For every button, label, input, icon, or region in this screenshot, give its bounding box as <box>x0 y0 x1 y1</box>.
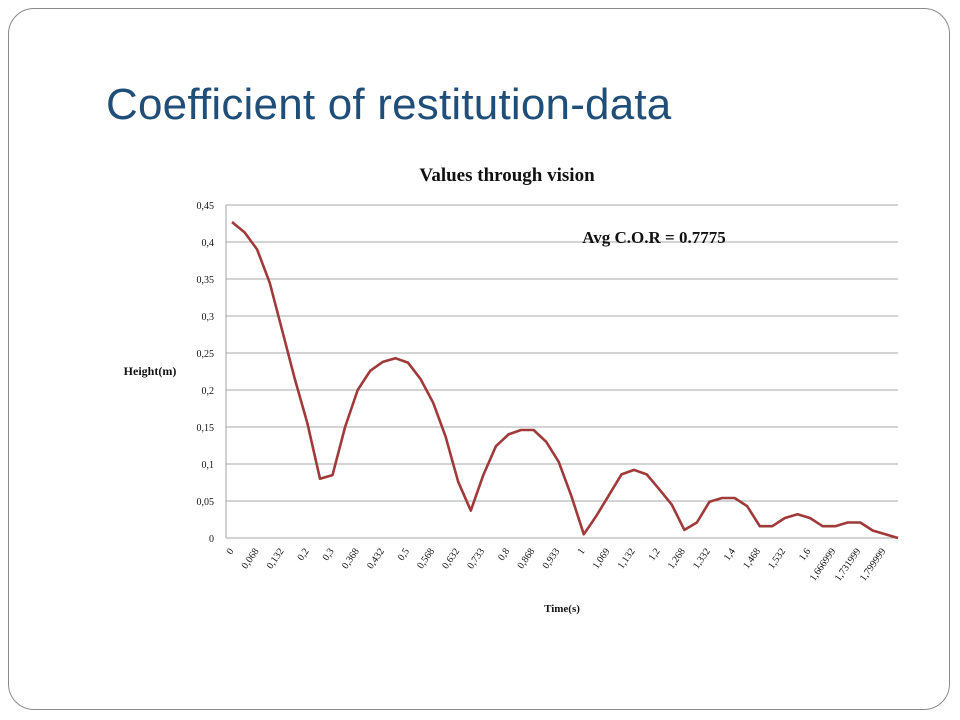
chart-gridlines <box>225 204 898 539</box>
x-tick-label: 1,532 <box>766 546 788 571</box>
y-tick-label: 0,35 <box>197 275 215 286</box>
x-tick-label: 1,799999 <box>858 546 889 583</box>
x-tick-label: 1,6 <box>797 546 813 563</box>
x-tick-label: 0,432 <box>365 546 387 571</box>
x-tick-label: 1,468 <box>741 546 763 571</box>
y-tick-label: 0,1 <box>202 460 215 471</box>
y-tick-label: 0,45 <box>197 201 215 212</box>
x-tick-label: 1,132 <box>616 546 638 571</box>
x-tick-label: 1,4 <box>722 546 738 563</box>
y-tick-label: 0,15 <box>197 423 215 434</box>
x-tick-label: 0,568 <box>415 546 437 571</box>
x-tick-label: 0,132 <box>265 546 287 571</box>
x-tick-label: 1 <box>576 546 588 556</box>
x-tick-label: 0,868 <box>515 546 537 571</box>
chart-title: Values through vision <box>419 165 595 186</box>
y-axis-label: Height(m) <box>124 364 177 378</box>
y-tick-label: 0,3 <box>202 312 215 323</box>
x-tick-label: 0,8 <box>496 546 512 563</box>
x-tick-label: 0,068 <box>240 546 262 571</box>
series-layer <box>231 220 899 540</box>
x-tick-label: 0,5 <box>396 546 412 563</box>
x-tick-label: 1,332 <box>691 546 713 571</box>
x-tick-label: 0,632 <box>440 546 462 571</box>
y-tick-label: 0 <box>209 534 214 545</box>
y-tick-label: 0,4 <box>202 238 215 249</box>
chart-annotation: Avg C.O.R = 0.7775 <box>582 228 725 247</box>
slide-title: Coefficient of restitution-data <box>106 80 672 129</box>
x-tick-label: 0,2 <box>295 546 311 563</box>
x-tick-label: 1,069 <box>591 546 613 571</box>
y-axis-ticks: 0 0,05 0,1 0,15 0,2 0,25 0,3 0,35 0,4 0,45 <box>197 201 215 545</box>
series-line <box>231 220 899 540</box>
x-axis-label: Time(s) <box>544 603 580 615</box>
x-tick-label: 0,3 <box>321 546 337 563</box>
x-tick-label: 0,368 <box>340 546 362 571</box>
slide-frame <box>8 8 950 710</box>
y-tick-label: 0,2 <box>202 386 215 397</box>
x-tick-label: 1,2 <box>647 546 663 563</box>
x-tick-label: 0,933 <box>541 546 563 571</box>
y-tick-label: 0,25 <box>197 349 215 360</box>
x-tick-label: 0,733 <box>465 546 487 571</box>
x-axis-ticks: 0 0,068 0,132 0,2 0,3 0,368 0,432 0,5 0,568 0,632… <box>225 546 889 583</box>
y-tick-label: 0,05 <box>197 497 215 508</box>
x-tick-label: 1,268 <box>666 546 688 571</box>
x-tick-label: 0 <box>225 546 237 556</box>
